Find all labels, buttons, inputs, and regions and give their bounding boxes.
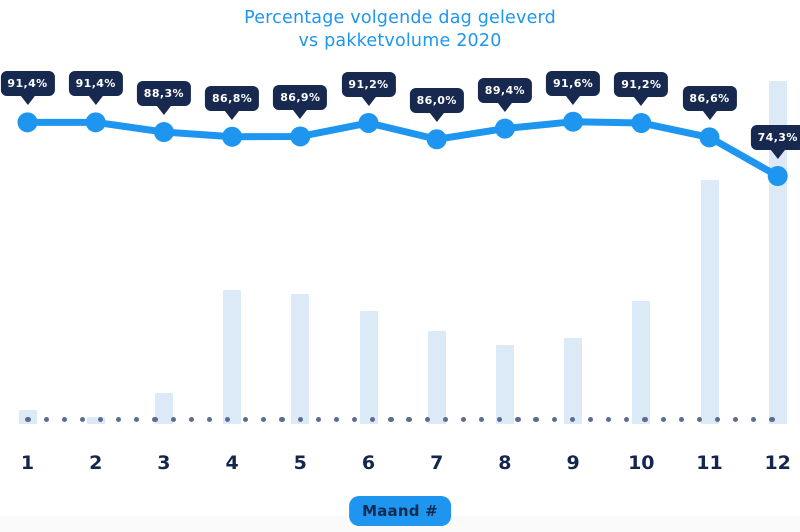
baseline-dot	[43, 416, 49, 423]
line-point-month-4	[222, 126, 243, 147]
volume-bar-month-7	[427, 331, 446, 424]
baseline-dot	[116, 416, 122, 423]
baseline-dot	[587, 416, 594, 423]
volume-bar-month-2	[86, 417, 105, 424]
x-axis-label-month-5: 5	[293, 452, 307, 474]
chart-title: Percentage volgende dag geleverd vs pakk…	[0, 7, 800, 53]
baseline-dot	[660, 416, 666, 423]
baseline-dot	[297, 416, 303, 423]
baseline-dot	[261, 416, 267, 423]
volume-bar-month-8	[495, 345, 514, 424]
baseline-dot	[388, 416, 394, 423]
x-axis-badge: Maand #	[349, 496, 451, 526]
line-point-month-1	[17, 112, 38, 133]
line-point-month-12	[767, 166, 788, 186]
baseline-dot	[97, 416, 104, 423]
baseline-dot	[370, 416, 376, 423]
line-point-month-10	[631, 112, 652, 133]
baseline-dot	[333, 416, 340, 423]
line-point-month-9	[563, 111, 584, 132]
baseline-dot	[769, 416, 775, 423]
volume-bar-month-9	[564, 338, 583, 424]
line-point-month-8	[494, 118, 515, 139]
line-point-month-7	[426, 129, 447, 150]
baseline-dot	[533, 416, 539, 423]
line-point-month-11	[699, 127, 720, 148]
baseline-dot	[188, 416, 194, 423]
baseline-dot	[243, 416, 249, 423]
point-value-label-month-7: 86,0%	[409, 88, 464, 114]
baseline-dot	[551, 416, 557, 423]
x-axis-label-month-2: 2	[89, 452, 103, 474]
volume-bar-month-3	[154, 393, 173, 424]
line-point-month-5	[290, 126, 311, 147]
baseline-dot	[424, 416, 430, 423]
baseline-dot	[733, 416, 739, 423]
volume-bar-month-6	[359, 310, 378, 424]
percentage-line	[24, 118, 782, 180]
x-axis-label-month-4: 4	[225, 452, 239, 474]
baseline-dot	[79, 416, 86, 423]
volume-bar-month-11	[700, 180, 719, 424]
baseline-dot	[279, 416, 285, 423]
line-point-month-3	[153, 122, 174, 143]
volume-bar-month-5	[291, 293, 310, 424]
baseline-dot	[642, 416, 648, 423]
x-axis-label-month-8: 8	[498, 452, 512, 474]
x-axis-label-month-9: 9	[566, 452, 580, 474]
point-value-label-month-6: 91,2%	[341, 71, 396, 97]
baseline-dot	[61, 416, 67, 423]
baseline-dot	[569, 416, 575, 423]
baseline-dot	[134, 416, 140, 423]
x-axis-label-month-12: 12	[764, 452, 791, 474]
baseline-dot	[751, 416, 757, 423]
point-value-label-month-10: 91,2%	[614, 71, 669, 97]
baseline-dot	[696, 416, 702, 423]
point-value-label-month-1: 91,4%	[0, 71, 55, 97]
volume-bar-month-4	[223, 290, 242, 424]
x-axis-label-month-3: 3	[157, 452, 171, 474]
chart-title-line2: vs pakketvolume 2020	[298, 31, 502, 51]
baseline-dot	[460, 416, 467, 423]
baseline-dot	[25, 416, 31, 423]
baseline-dot	[442, 416, 448, 423]
baseline-dot	[678, 416, 684, 423]
point-value-label-month-2: 91,4%	[68, 71, 123, 97]
baseline-dot	[714, 416, 721, 423]
baseline-dot	[515, 416, 521, 423]
x-axis-label-month-1: 1	[20, 452, 35, 474]
baseline-dot	[497, 416, 503, 423]
x-axis-label-month-6: 6	[361, 452, 376, 474]
x-axis-label-month-7: 7	[430, 452, 444, 474]
baseline-dot	[606, 416, 612, 423]
point-value-label-month-3: 88,3%	[136, 81, 191, 107]
point-value-label-month-9: 91,6%	[546, 70, 601, 96]
point-value-label-month-4: 86,8%	[205, 85, 260, 111]
baseline-dot	[206, 416, 213, 423]
x-axis-label-month-10: 10	[628, 452, 655, 474]
line-point-month-2	[85, 112, 106, 133]
x-axis-label-month-11: 11	[696, 452, 723, 474]
volume-bar-month-12	[768, 81, 787, 424]
baseline-dot	[170, 416, 176, 423]
baseline-dot	[225, 416, 231, 423]
point-value-label-month-12: 74,3%	[750, 125, 800, 150]
baseline-dot	[352, 416, 358, 423]
point-value-label-month-5: 86,9%	[273, 85, 328, 111]
baseline-dot	[315, 416, 321, 423]
baseline-dot	[624, 416, 630, 423]
baseline-dot	[406, 416, 412, 423]
baseline-dot	[479, 416, 485, 423]
point-value-label-month-11: 86,6%	[682, 86, 737, 112]
chart-title-line1: Percentage volgende dag geleverd	[244, 8, 556, 28]
line-point-month-6	[358, 112, 379, 133]
point-value-label-month-8: 89,4%	[477, 77, 532, 103]
volume-bar-month-10	[632, 300, 651, 424]
baseline-dot	[152, 416, 158, 423]
